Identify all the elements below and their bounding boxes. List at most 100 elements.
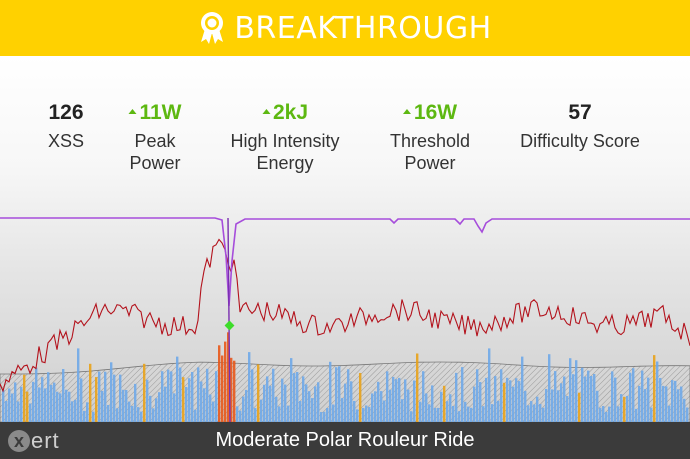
power-bar	[179, 367, 182, 422]
power-bar	[497, 400, 500, 422]
power-bar	[389, 389, 392, 422]
power-bar	[485, 377, 488, 422]
power-bar	[380, 391, 383, 422]
power-bar	[671, 380, 674, 422]
power-bar	[158, 392, 161, 422]
power-bar	[617, 406, 620, 422]
power-bar	[530, 401, 533, 422]
power-bar	[299, 401, 302, 422]
power-bar	[458, 411, 461, 422]
power-bar	[317, 382, 320, 422]
power-bar	[83, 410, 86, 422]
power-bar	[644, 389, 647, 422]
power-bar	[365, 405, 368, 422]
power-bar	[56, 391, 59, 422]
power-bar	[569, 358, 572, 422]
power-bar	[551, 389, 554, 422]
power-bar	[656, 361, 659, 422]
power-bar	[350, 381, 353, 422]
power-bar	[50, 384, 53, 422]
power-bar	[560, 383, 563, 422]
power-bar	[662, 385, 665, 422]
power-bar	[53, 382, 56, 422]
power-bar	[602, 406, 605, 422]
power-bar	[107, 405, 110, 422]
power-bar	[20, 386, 23, 422]
logo-wordmark: ert	[31, 427, 60, 453]
power-bar	[212, 401, 215, 422]
power-bar	[587, 370, 590, 422]
breakthrough-banner: BREAKTHROUGH	[0, 0, 690, 56]
power-bar	[545, 389, 548, 422]
power-bar	[500, 369, 503, 422]
power-bar	[62, 369, 65, 422]
power-bar	[38, 387, 41, 422]
power-bar	[518, 381, 521, 422]
stat-peak-power: 11W Peak Power	[128, 100, 182, 174]
stat-peak-power-value: 11W	[128, 100, 182, 126]
power-bar	[155, 398, 158, 422]
power-bar	[284, 384, 287, 422]
stat-threshold-power: 16W Threshold Power	[390, 100, 470, 174]
power-bar	[440, 391, 443, 422]
power-bar	[341, 398, 344, 422]
stats-row: 126 XSS 11W Peak Power 2kJ High Intensity…	[0, 100, 690, 180]
logo-mark: x	[8, 429, 30, 452]
power-bar	[683, 398, 686, 422]
power-bar	[227, 332, 230, 422]
trend-up-icon	[261, 108, 270, 114]
power-bar	[200, 381, 203, 422]
stat-peak-power-label: Peak Power	[129, 131, 181, 173]
power-bar	[608, 406, 611, 422]
power-bar	[185, 387, 188, 422]
power-bar	[563, 376, 566, 422]
power-bar	[257, 364, 260, 422]
stat-xss-value: 126	[48, 101, 84, 124]
power-bar	[308, 391, 311, 422]
power-bar	[368, 406, 371, 422]
power-bar	[17, 401, 20, 422]
power-bar	[425, 393, 428, 422]
power-bar	[557, 390, 560, 422]
power-bar	[170, 371, 173, 422]
power-bar	[320, 412, 323, 422]
power-bar	[614, 377, 617, 422]
power-bar	[77, 348, 80, 422]
power-bar	[269, 385, 272, 422]
power-bar	[254, 408, 257, 422]
power-bar	[575, 360, 578, 422]
power-bar	[59, 393, 62, 422]
award-ribbon-icon	[201, 12, 224, 44]
power-bar	[176, 356, 179, 422]
power-bar	[527, 405, 530, 422]
stat-difficulty-score: 57 Difficulty Score	[520, 100, 640, 152]
power-bar	[359, 373, 362, 422]
heart-rate-line	[0, 238, 690, 393]
stat-hie-value: 2kJ	[230, 100, 339, 126]
power-bar	[488, 348, 491, 422]
power-bar	[149, 395, 152, 422]
power-bar	[554, 371, 557, 422]
power-bar	[506, 377, 509, 422]
power-bar	[242, 396, 245, 422]
power-bar	[452, 406, 455, 422]
power-bar	[218, 345, 221, 422]
power-bar	[611, 371, 614, 422]
power-bar	[143, 363, 146, 422]
workout-title: Moderate Polar Rouleur Ride	[215, 429, 475, 451]
power-bar	[23, 374, 26, 422]
power-bar	[188, 378, 191, 422]
power-bar	[419, 401, 422, 422]
power-bar	[386, 371, 389, 422]
power-bar	[140, 411, 143, 422]
power-bar	[677, 389, 680, 422]
power-bar	[236, 406, 239, 422]
power-bar	[443, 385, 446, 422]
stat-xss-label: XSS	[47, 131, 85, 151]
power-bar	[173, 393, 176, 422]
power-bar	[398, 377, 401, 422]
power-bar	[95, 377, 98, 422]
power-bar	[536, 396, 539, 422]
power-bar	[323, 411, 326, 422]
